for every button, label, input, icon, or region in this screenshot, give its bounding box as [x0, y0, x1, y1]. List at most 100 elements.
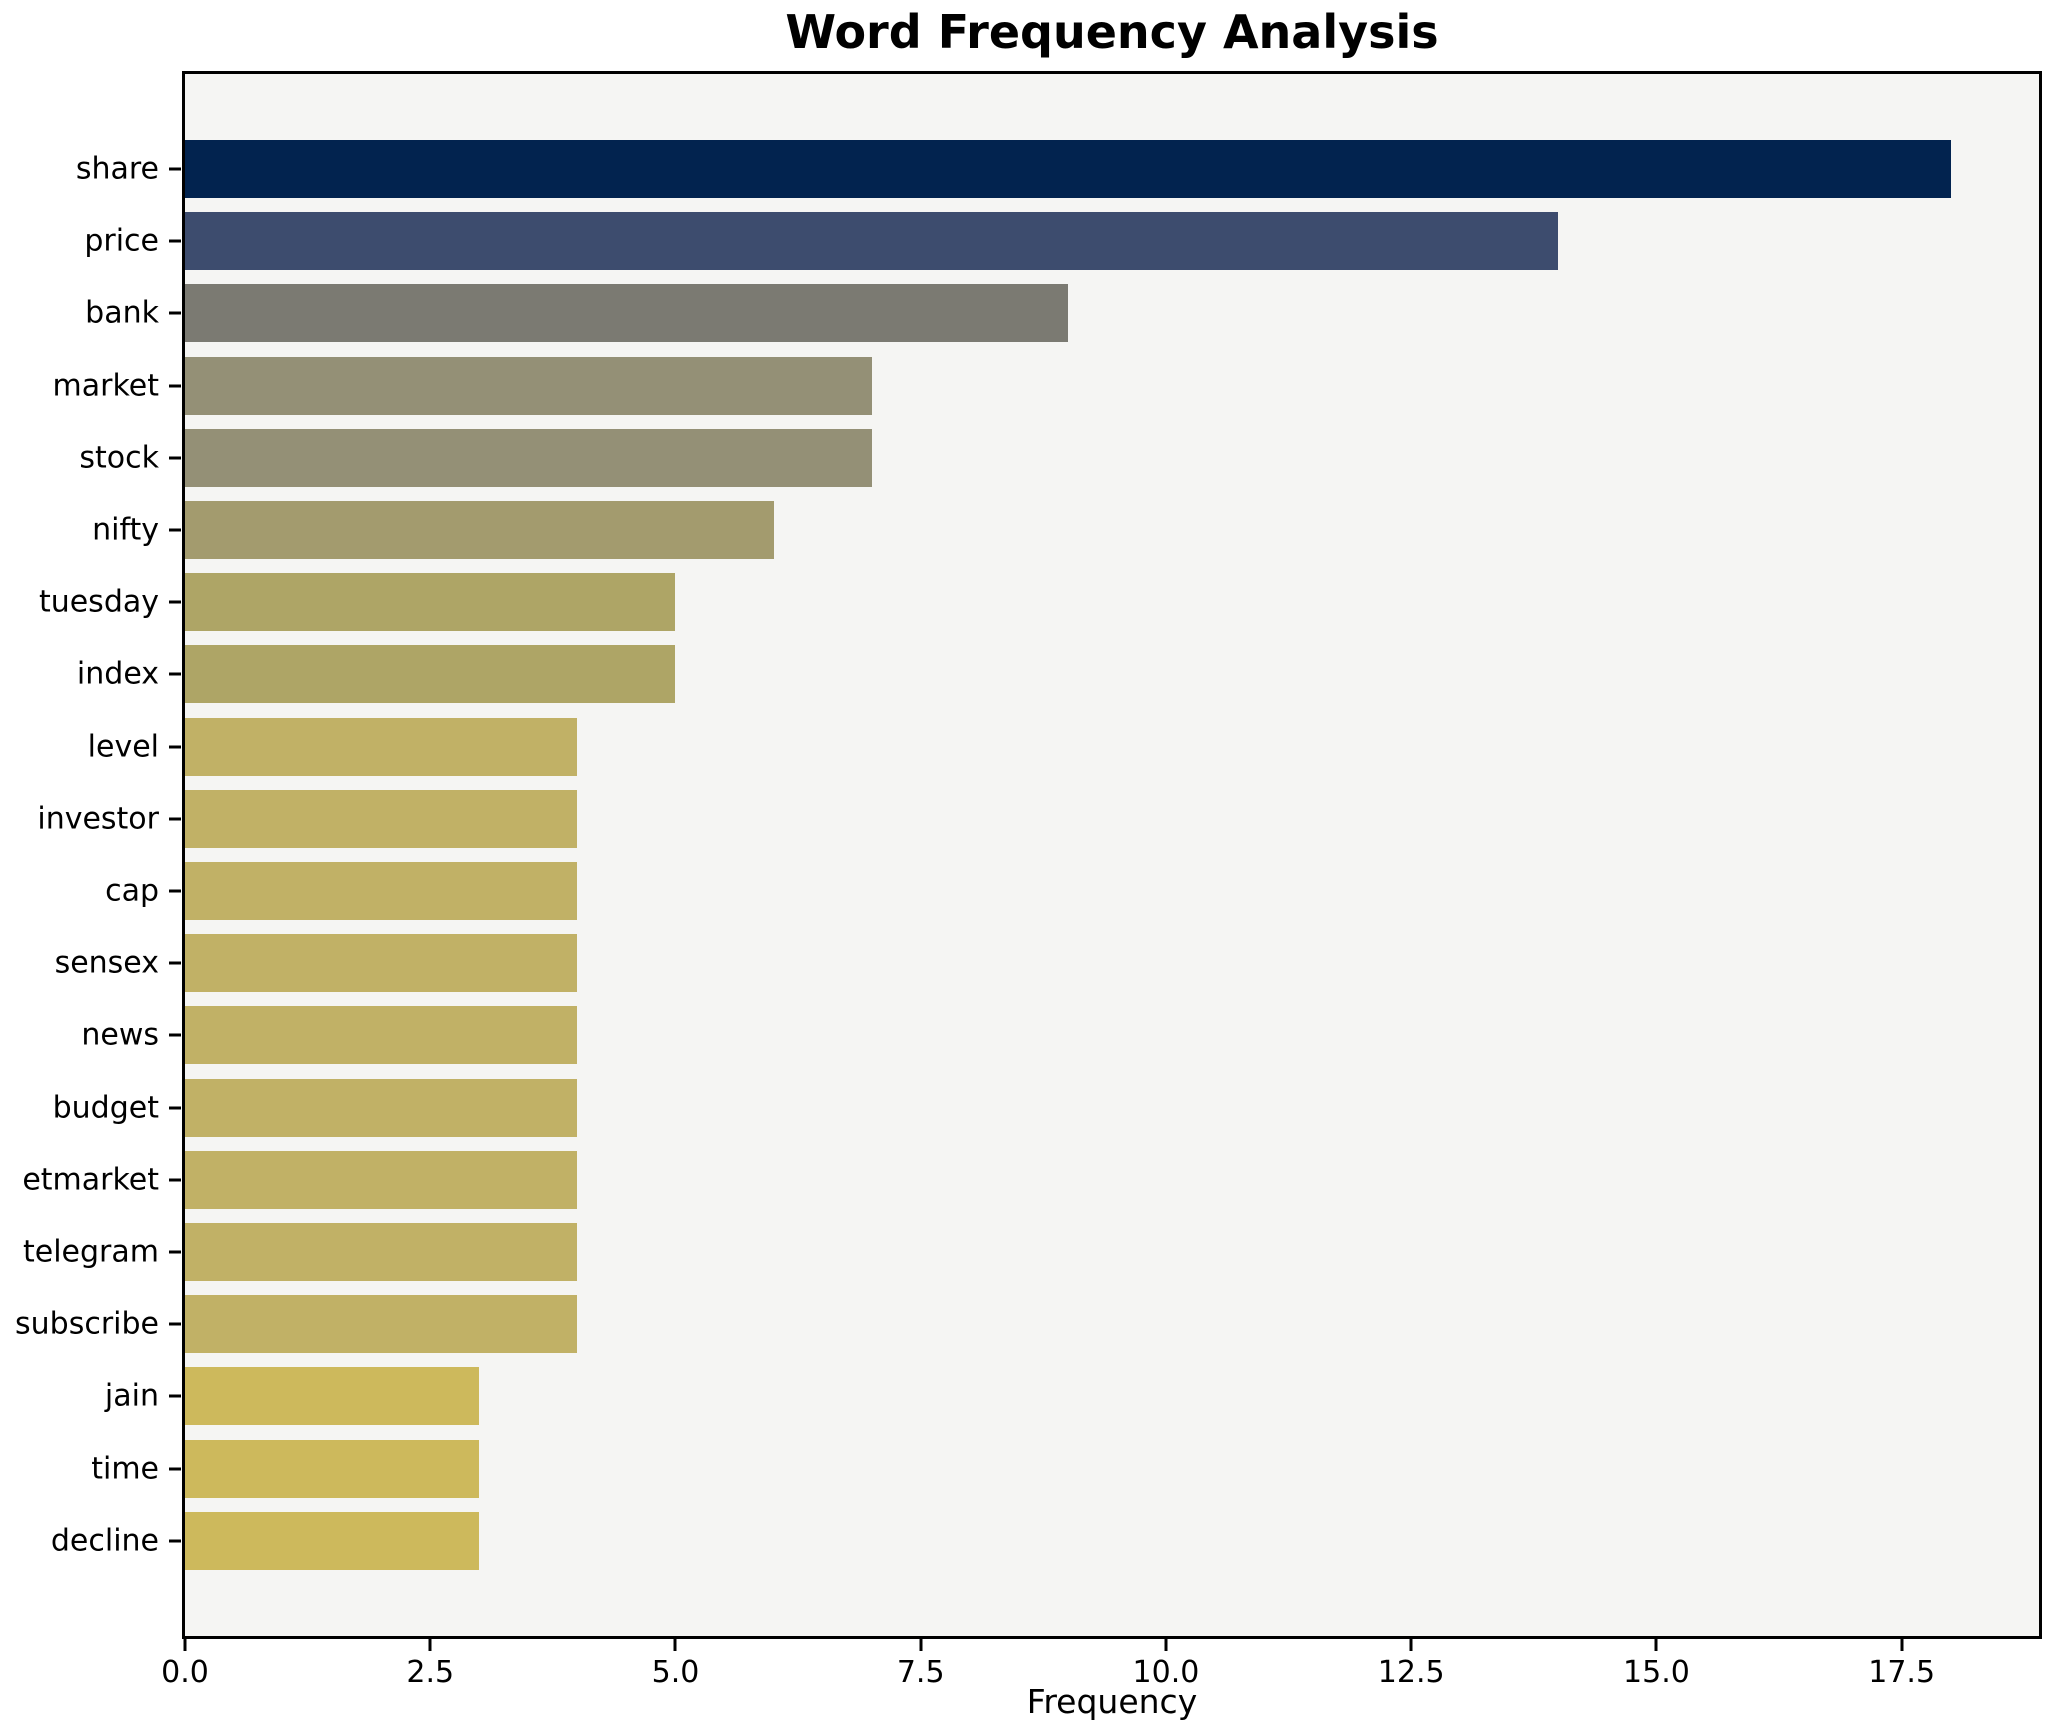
- bar-share: [185, 140, 1951, 198]
- bar-row: jain: [105, 1367, 2039, 1426]
- bar-market: [185, 356, 872, 415]
- y-tick-mark: [169, 1394, 181, 1398]
- bar-time: [185, 1439, 480, 1498]
- category-label-price: price: [84, 223, 159, 259]
- category-label-market: market: [52, 368, 159, 404]
- x-tick-mark: [673, 1639, 677, 1651]
- bar-row: time: [91, 1439, 2039, 1498]
- bar-bank: [185, 284, 1068, 343]
- y-tick-mark: [169, 1178, 181, 1182]
- bar-row: price: [84, 212, 2039, 271]
- category-label-etmarket: etmarket: [22, 1162, 159, 1198]
- category-label-cap: cap: [105, 873, 159, 909]
- x-tick-mark: [1409, 1639, 1413, 1651]
- bar-row: nifty: [92, 501, 2039, 560]
- category-label-share: share: [75, 151, 159, 187]
- y-tick-mark: [169, 672, 181, 676]
- y-tick-mark: [169, 1322, 181, 1326]
- bar-row: budget: [53, 1078, 2039, 1137]
- x-tick-label: 5.0: [651, 1655, 700, 1690]
- bar-row: stock: [79, 428, 2039, 487]
- y-tick-mark: [169, 384, 181, 388]
- bar-row: cap: [105, 862, 2039, 921]
- bar-jain: [185, 1367, 480, 1426]
- category-label-stock: stock: [79, 440, 159, 476]
- bar-row: tuesday: [39, 573, 2039, 632]
- y-tick-mark: [169, 456, 181, 460]
- bar-budget: [185, 1078, 578, 1137]
- bar-news: [185, 1006, 578, 1065]
- bars-container: share price bank market stock nifty tuesday ind…: [15, 74, 2039, 1636]
- y-tick-mark: [169, 1106, 181, 1110]
- y-tick-mark: [169, 961, 181, 965]
- y-tick-mark: [169, 239, 181, 243]
- bar-telegram: [185, 1223, 578, 1282]
- bar-sensex: [185, 934, 578, 993]
- bar-row: bank: [85, 284, 2039, 343]
- bar-row: market: [53, 356, 2039, 415]
- x-axis-label: Frequency: [1026, 1682, 1198, 1721]
- category-label-bank: bank: [85, 295, 159, 331]
- bar-row: news: [81, 1006, 2039, 1065]
- category-label-news: news: [81, 1017, 159, 1053]
- bar-cap: [185, 862, 578, 921]
- x-tick-mark: [1900, 1639, 1904, 1651]
- bar-row: share: [76, 140, 2039, 198]
- category-label-level: level: [87, 729, 159, 765]
- x-tick-mark: [428, 1639, 432, 1651]
- y-tick-mark: [169, 600, 181, 604]
- x-tick-label: 10.0: [1132, 1655, 1200, 1690]
- category-label-budget: budget: [52, 1090, 159, 1126]
- category-label-telegram: telegram: [23, 1234, 159, 1270]
- category-label-jain: jain: [104, 1378, 159, 1414]
- bar-row: decline: [51, 1511, 2039, 1570]
- x-tick-label: 7.5: [896, 1655, 945, 1690]
- bar-decline: [185, 1511, 480, 1570]
- bar-row: sensex: [55, 934, 2039, 993]
- x-tick-label: 17.5: [1868, 1655, 1936, 1690]
- x-tick-mark: [1164, 1639, 1168, 1651]
- x-axis-ticks: 0.0 2.5 5.0 7.5 10.0 12.5 15.0 17.5: [161, 1639, 2039, 1699]
- bar-row: subscribe: [15, 1295, 2039, 1354]
- bar-subscribe: [185, 1295, 578, 1354]
- bar-stock: [185, 428, 872, 487]
- y-tick-mark: [169, 1033, 181, 1037]
- bar-row: investor: [37, 789, 2039, 848]
- category-label-sensex: sensex: [54, 945, 159, 981]
- x-tick-mark: [1654, 1639, 1658, 1651]
- bar-row: etmarket: [22, 1150, 2039, 1209]
- bar-row: telegram: [23, 1223, 2039, 1282]
- bar-level: [185, 717, 578, 776]
- category-label-investor: investor: [37, 801, 159, 837]
- bar-tuesday: [185, 573, 676, 632]
- x-tick-label: 2.5: [406, 1655, 455, 1690]
- x-tick-label: 15.0: [1623, 1655, 1690, 1690]
- bar-investor: [185, 789, 578, 848]
- x-tick-label: 0.0: [161, 1655, 209, 1690]
- bar-row: index: [77, 645, 2039, 704]
- y-tick-mark: [169, 1250, 181, 1254]
- category-label-nifty: nifty: [92, 512, 159, 548]
- category-label-subscribe: subscribe: [15, 1306, 159, 1342]
- bar-row: level: [88, 717, 2039, 776]
- bar-index: [185, 645, 676, 704]
- bar-nifty: [185, 501, 774, 560]
- plot-area: share price bank market stock nifty tuesday ind…: [15, 71, 2042, 1639]
- category-label-tuesday: tuesday: [38, 584, 159, 620]
- y-tick-mark: [169, 817, 181, 821]
- bar-etmarket: [185, 1150, 578, 1209]
- x-tick-label: 12.5: [1377, 1655, 1445, 1690]
- x-tick-mark: [919, 1639, 923, 1651]
- bar-price: [185, 212, 1559, 271]
- y-tick-mark: [169, 889, 181, 893]
- y-tick-mark: [169, 745, 181, 749]
- y-tick-mark: [169, 311, 181, 315]
- y-tick-mark: [169, 1467, 181, 1471]
- x-tick-mark: [183, 1639, 187, 1651]
- category-label-index: index: [76, 656, 159, 692]
- category-label-time: time: [91, 1451, 159, 1487]
- y-tick-mark: [169, 1539, 181, 1543]
- chart-title: Word Frequency Analysis: [785, 5, 1439, 59]
- y-tick-mark: [169, 528, 181, 532]
